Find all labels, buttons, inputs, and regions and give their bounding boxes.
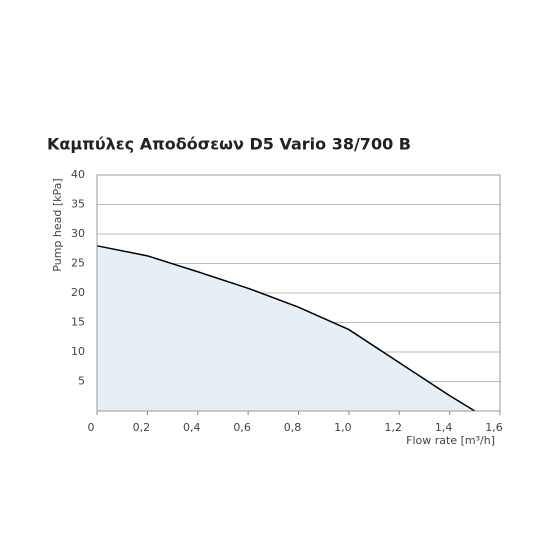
x-tick-label: 1,4	[435, 421, 453, 434]
y-tick-label: 25	[71, 257, 85, 270]
x-tick-label: 1,2	[385, 421, 403, 434]
y-tick-label: 10	[71, 345, 85, 358]
x-tick-label: 1,6	[485, 421, 503, 434]
y-tick-label: 30	[71, 227, 85, 240]
plot-frame	[96, 174, 501, 412]
x-tick-label: 0,4	[183, 421, 201, 434]
area	[97, 245, 475, 411]
x-axis-label: Flow rate [m³/h]	[406, 434, 495, 447]
x-tick-label: 1,0	[334, 421, 352, 434]
x-tick-label: 0	[88, 421, 95, 434]
y-tick-label: 5	[78, 375, 85, 388]
y-tick-label: 35	[71, 198, 85, 211]
chart-title: Καμπύλες Αποδόσεων D5 Vario 38/700 B	[47, 135, 411, 154]
x-tick-label: 0,8	[284, 421, 302, 434]
y-tick-label: 20	[71, 286, 85, 299]
y-tick-label: 40	[71, 168, 85, 181]
y-axis-label: Pump head [kPa]	[51, 178, 64, 271]
x-tick-label: 0,2	[133, 421, 151, 434]
x-tick-label: 0,6	[233, 421, 251, 434]
line	[96, 245, 476, 412]
y-tick-label: 15	[71, 316, 85, 329]
